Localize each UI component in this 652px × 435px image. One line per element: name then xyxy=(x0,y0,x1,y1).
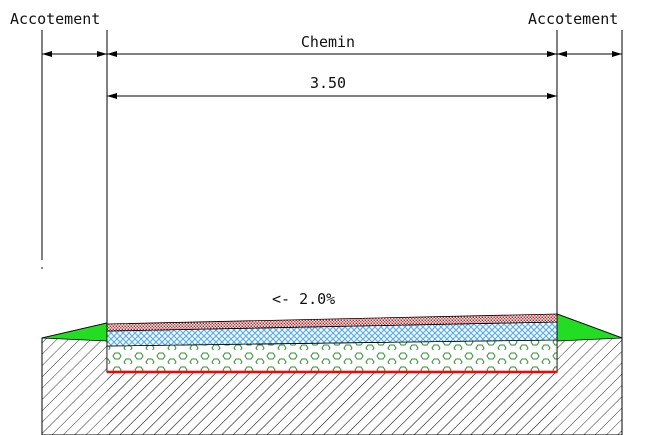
left-shoulder-label: Accotement xyxy=(10,10,100,28)
slope-label: <- 2.0% xyxy=(272,290,335,308)
width-label: 3.50 xyxy=(310,74,346,92)
road-label: Chemin xyxy=(301,33,355,51)
ground xyxy=(41,313,623,435)
dimension-row-width xyxy=(107,93,557,99)
right-shoulder-label: Accotement xyxy=(528,10,618,28)
surface-layer xyxy=(106,313,558,332)
left-shoulder-fill xyxy=(41,322,108,342)
right-shoulder-fill xyxy=(556,313,623,342)
dimension-row-top xyxy=(42,51,622,57)
dot-mark xyxy=(41,267,43,269)
